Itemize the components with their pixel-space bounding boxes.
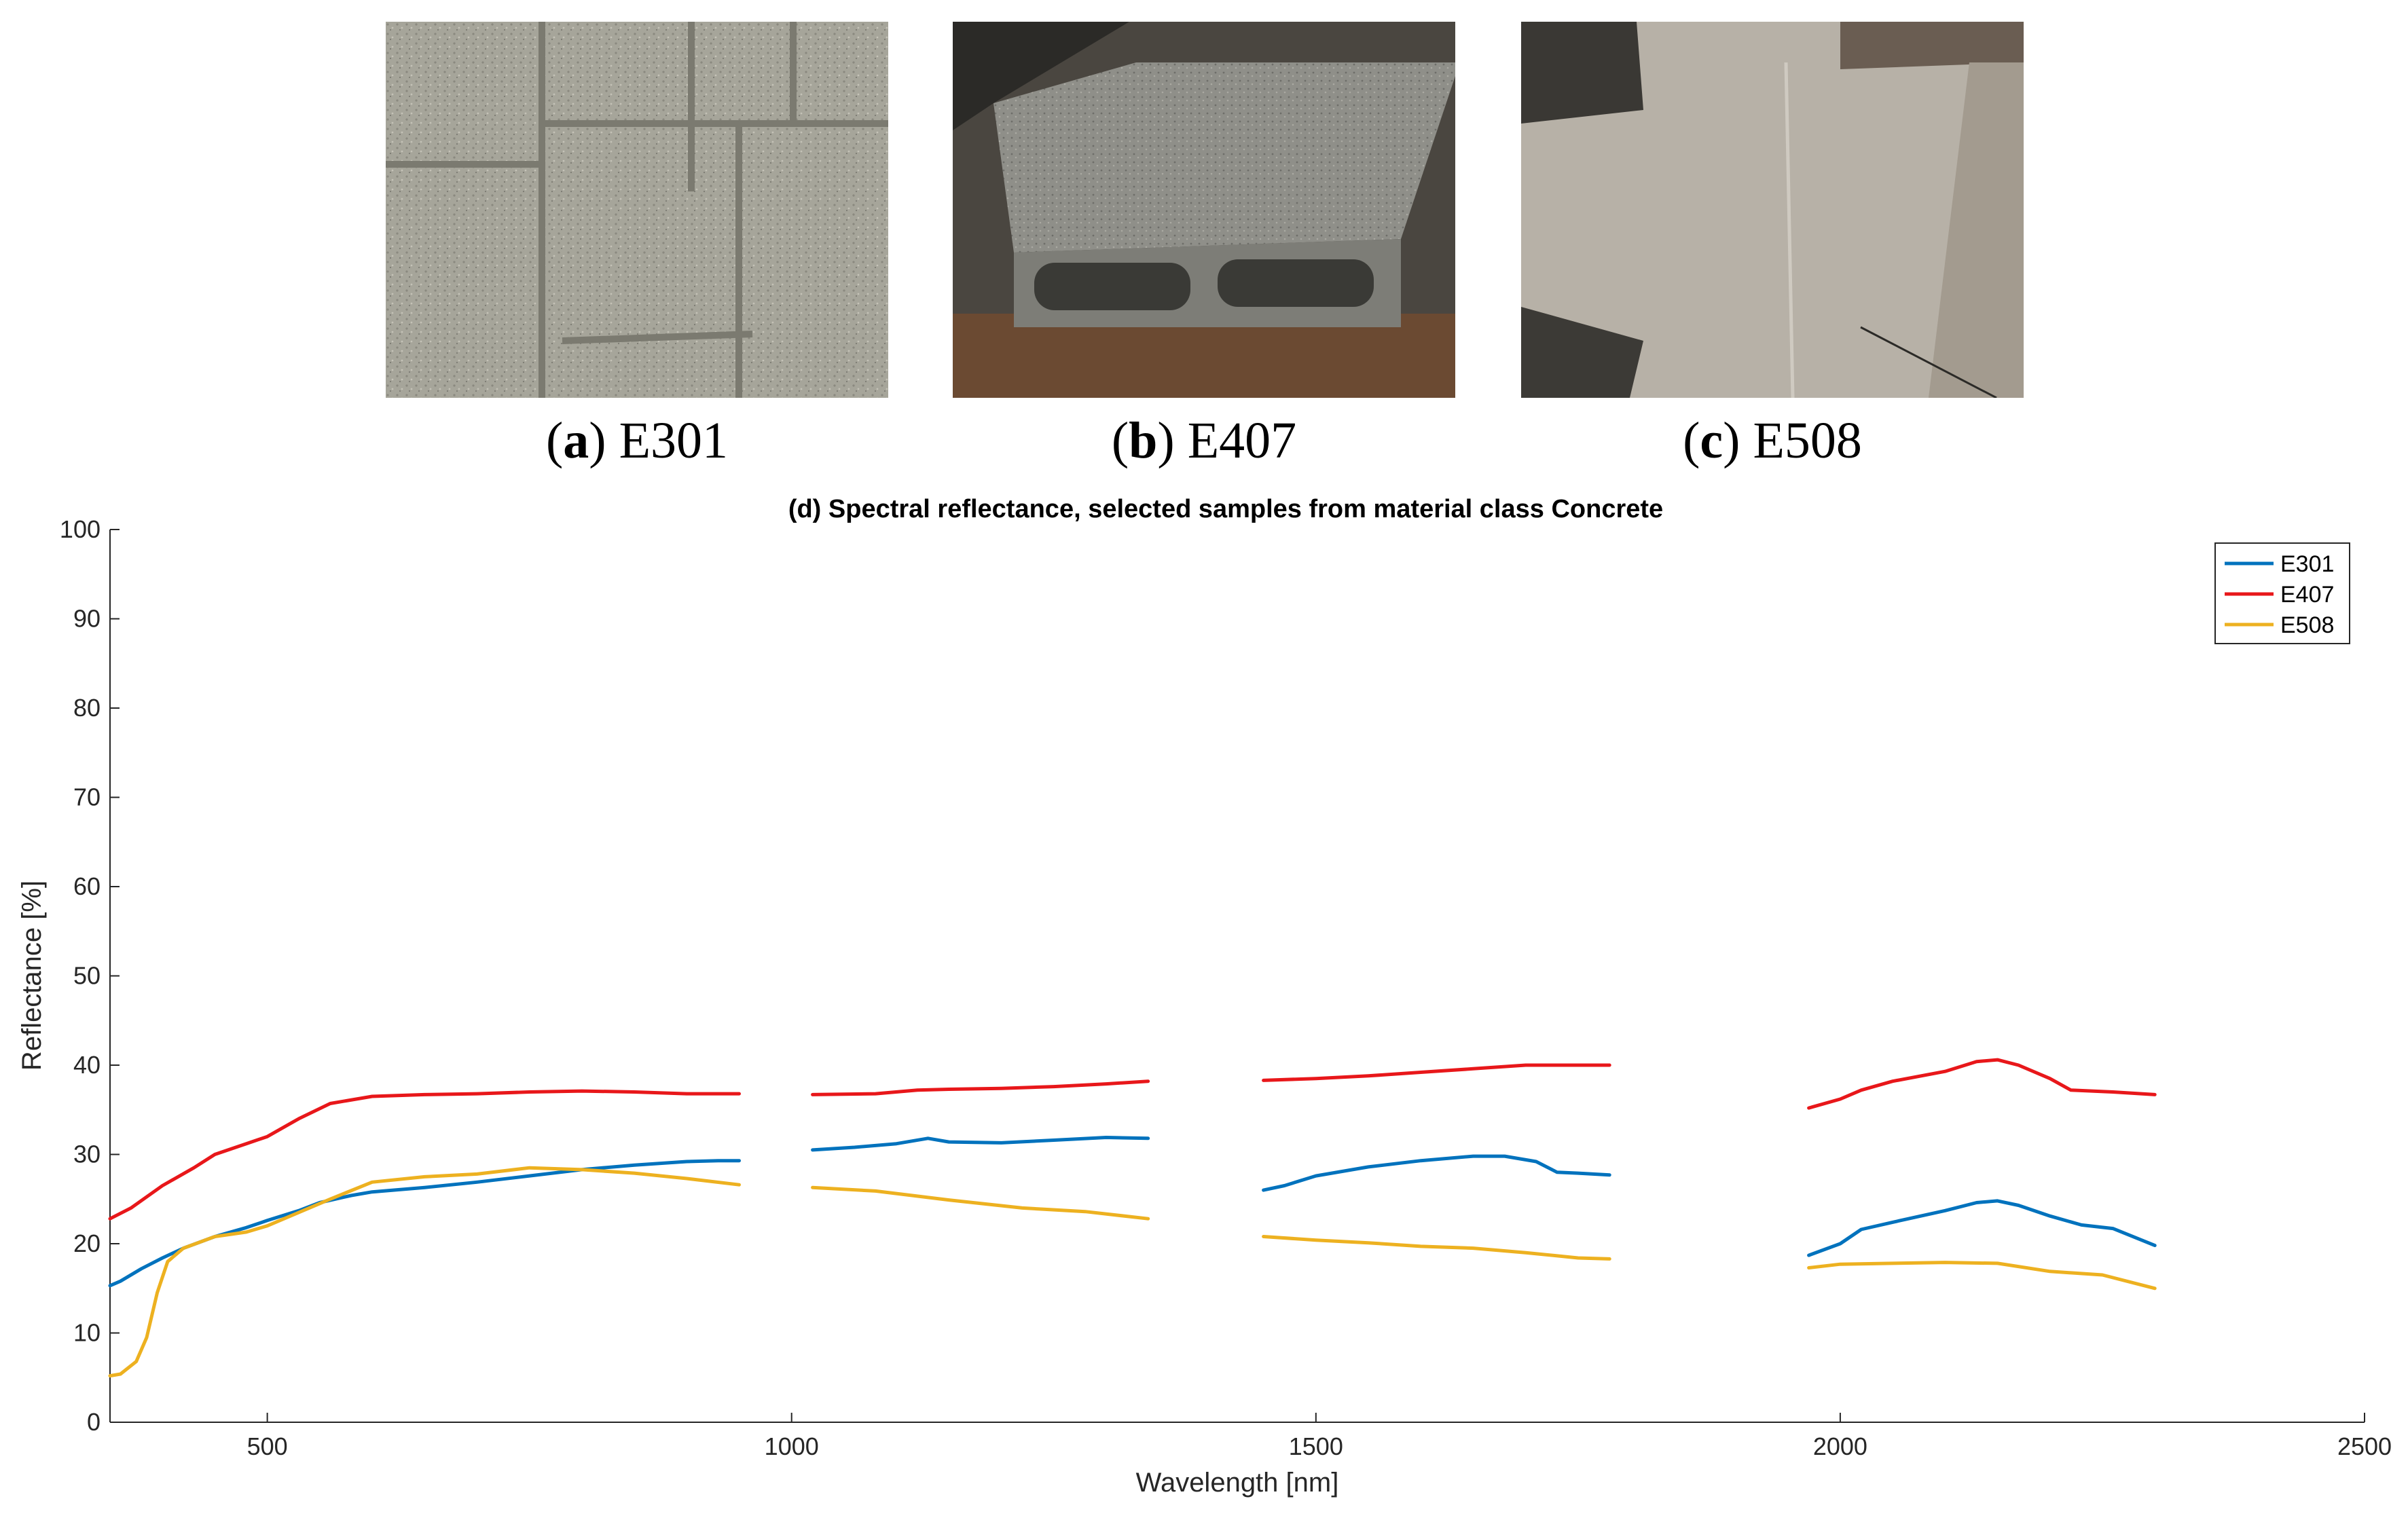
x-tick-label: 1500	[1289, 1432, 1343, 1460]
x-tick-label: 2500	[2337, 1432, 2392, 1460]
series-line-segment	[108, 1089, 741, 1221]
caption-e508: (c) E508	[1683, 412, 1862, 469]
legend-entry: E508	[2280, 612, 2334, 638]
x-tick-label: 1000	[765, 1432, 819, 1460]
series-line-segment	[811, 1136, 1150, 1152]
series-line-segment	[1807, 1199, 2157, 1257]
y-tick-label: 40	[73, 1051, 101, 1079]
legend: E301 E407 E508	[2214, 542, 2350, 644]
caption-letter: b	[1129, 412, 1158, 469]
series-line-segment	[108, 1159, 741, 1288]
x-axis-title: Wavelength [nm]	[1136, 1468, 1339, 1498]
y-tick-label: 50	[73, 962, 101, 990]
x-tick-label: 500	[247, 1432, 288, 1460]
series-e301	[108, 1136, 2157, 1288]
y-axis-title: Reflectance [%]	[17, 881, 47, 1071]
reflectance-chart: (d) Spectral reflectance, selected sampl…	[17, 495, 2392, 1498]
caption-label: E508	[1753, 412, 1862, 469]
y-tick-label: 60	[73, 872, 101, 900]
series-line-segment	[811, 1185, 1150, 1221]
caption-label: E407	[1187, 412, 1297, 469]
y-tick-label: 90	[73, 605, 101, 633]
legend-entry: E407	[2280, 582, 2334, 608]
y-tick-label: 0	[87, 1408, 101, 1436]
x-tick-label: 2000	[1813, 1432, 1867, 1460]
photo-e301	[386, 22, 888, 398]
y-tick-label: 30	[73, 1141, 101, 1168]
series-e407	[108, 1058, 2157, 1221]
series-e508	[108, 1166, 2157, 1378]
series-line-segment	[108, 1166, 741, 1378]
photo-e407	[953, 22, 1455, 398]
y-tick-label: 100	[60, 515, 101, 543]
y-tick-label: 10	[73, 1319, 101, 1347]
caption-e407: (b) E407	[1111, 412, 1297, 469]
series-line-segment	[1807, 1058, 2157, 1110]
y-tick-label: 20	[73, 1229, 101, 1257]
y-tick-label: 70	[73, 783, 101, 811]
series-line-segment	[1807, 1261, 2157, 1291]
caption-letter: c	[1700, 412, 1723, 469]
series-line-segment	[1262, 1063, 1611, 1082]
series-line-segment	[811, 1079, 1150, 1096]
legend-entry: E301	[2280, 551, 2334, 577]
caption-letter: a	[563, 412, 589, 469]
plot-area	[110, 530, 2365, 1422]
series-line-segment	[1262, 1235, 1611, 1261]
caption-e301: (a) E301	[545, 412, 729, 469]
y-tick-label: 80	[73, 694, 101, 722]
chart-title: (d) Spectral reflectance, selected sampl…	[788, 495, 1663, 523]
series-line-segment	[1262, 1154, 1611, 1192]
caption-label: E301	[619, 412, 729, 469]
photo-e508	[1521, 22, 2024, 398]
